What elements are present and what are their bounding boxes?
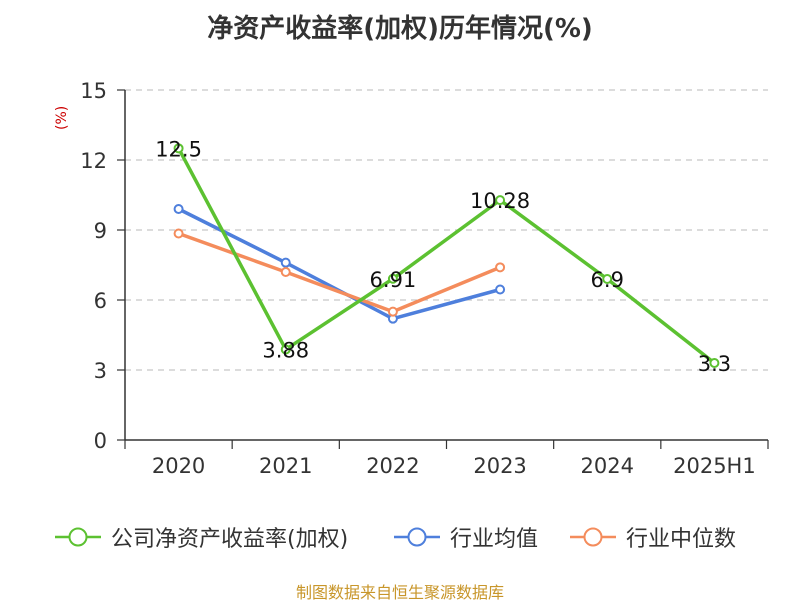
series-line-2 bbox=[176, 231, 502, 314]
y-tick-label: 15 bbox=[80, 79, 107, 103]
x-tick-label: 2021 bbox=[259, 454, 312, 478]
y-tick-label: 3 bbox=[94, 359, 107, 383]
legend-label-industry-median: 行业中位数 bbox=[626, 527, 737, 552]
x-tick-label: 2023 bbox=[473, 454, 526, 478]
legend-marker-industry-avg bbox=[394, 527, 440, 547]
y-tick-label: 6 bbox=[94, 289, 107, 313]
y-tick-label: 0 bbox=[94, 429, 107, 453]
x-tick-label: 2024 bbox=[581, 454, 634, 478]
legend-item-company[interactable]: 公司净资产收益率(加权) bbox=[53, 520, 348, 554]
data-label: 3.3 bbox=[698, 352, 731, 376]
legend-label-industry-avg: 行业均值 bbox=[450, 527, 539, 552]
data-point-series-1 bbox=[173, 204, 184, 214]
y-tick-label: 9 bbox=[94, 219, 107, 243]
data-point-series-0 bbox=[495, 195, 506, 206]
data-point-series-1 bbox=[495, 284, 506, 295]
legend-item-industry-median[interactable]: 行业中位数 bbox=[568, 520, 736, 554]
series-line-1 bbox=[176, 207, 502, 321]
x-tick-label: 2025H1 bbox=[673, 454, 756, 478]
legend-marker-industry-median bbox=[570, 527, 616, 547]
legend-item-industry-avg[interactable]: 行业均值 bbox=[392, 520, 538, 554]
legend-marker-company bbox=[55, 527, 101, 547]
series-line-0 bbox=[176, 146, 717, 365]
y-tick-label: 12 bbox=[80, 149, 107, 173]
data-point-series-0 bbox=[387, 273, 398, 284]
legend-label-company: 公司净资产收益率(加权) bbox=[111, 527, 349, 552]
data-point-series-0 bbox=[602, 274, 613, 284]
chart-title: 净资产收益率(加权)历年情况(%) bbox=[207, 14, 593, 44]
data-point-series-2 bbox=[387, 306, 398, 317]
data-label: 6.91 bbox=[370, 268, 417, 292]
data-point-series-1 bbox=[280, 257, 291, 268]
x-tick-label: 2020 bbox=[152, 454, 205, 478]
legend: 公司净资产收益率(加权) 行业均值 行业中位数 bbox=[0, 520, 800, 554]
data-label: 10.28 bbox=[470, 189, 530, 213]
data-point-series-2 bbox=[495, 262, 506, 273]
data-point-series-0 bbox=[173, 143, 184, 154]
data-source-note: 制图数据来自恒生聚源数据库 bbox=[295, 583, 504, 602]
data-label: 12.5 bbox=[155, 137, 202, 161]
data-point-series-2 bbox=[173, 228, 184, 239]
data-label: 3.88 bbox=[262, 338, 309, 362]
x-tick-label: 2022 bbox=[366, 454, 419, 478]
data-point-series-0 bbox=[709, 358, 720, 368]
data-point-series-0 bbox=[280, 344, 291, 355]
data-point-series-2 bbox=[280, 267, 291, 277]
data-label: 6.9 bbox=[591, 268, 624, 292]
